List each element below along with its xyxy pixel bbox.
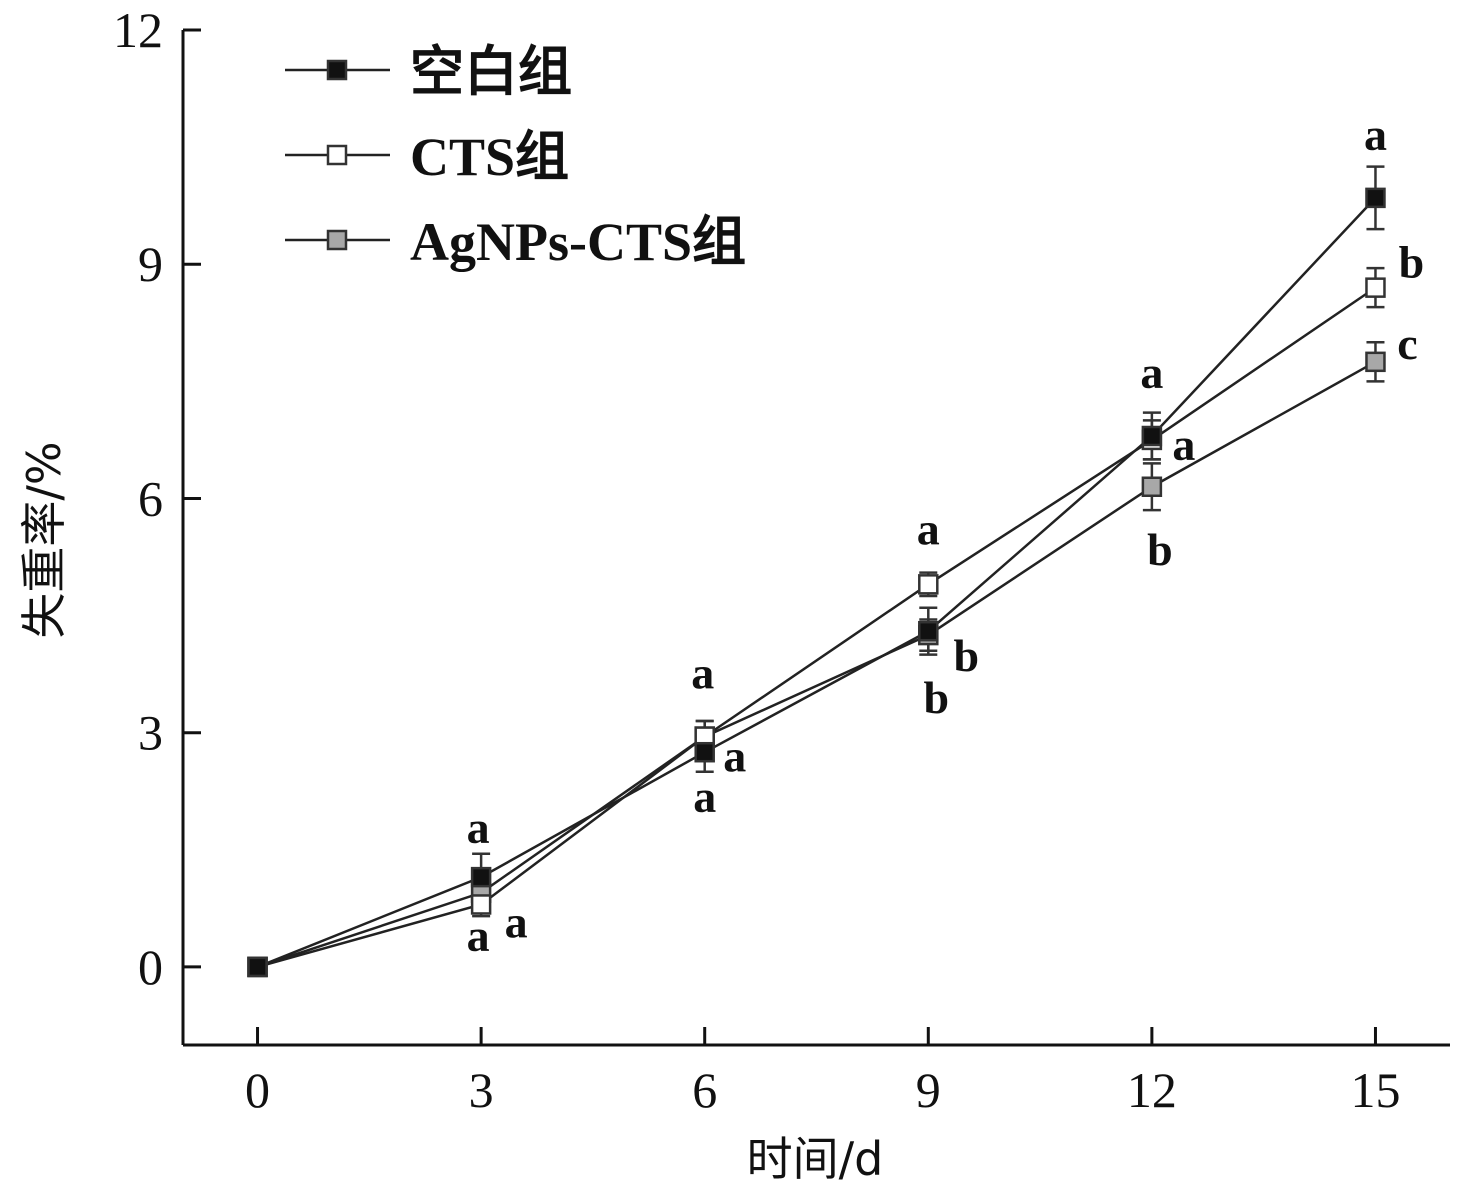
legend-marker — [326, 144, 348, 166]
x-tick-label: 3 — [469, 1062, 494, 1118]
data-point — [918, 620, 939, 642]
x-tick-label: 0 — [245, 1062, 270, 1118]
y-tick-label: 3 — [138, 705, 163, 761]
legend-label: 空白组 — [410, 42, 572, 102]
data-point — [1365, 351, 1386, 373]
data-point — [470, 894, 492, 915]
series-line-1 — [257, 286, 1377, 969]
significance-label: b — [1147, 524, 1173, 575]
significance-label: a — [467, 910, 490, 961]
series-line-0 — [257, 197, 1377, 969]
significance-label: b — [953, 630, 979, 681]
data-point — [1365, 187, 1386, 209]
data-point — [470, 866, 492, 888]
data-point — [247, 956, 268, 978]
significance-label: a — [1172, 419, 1195, 470]
significance-label: b — [923, 672, 949, 723]
significance-label: a — [917, 503, 940, 554]
series-line-2 — [257, 360, 1377, 969]
y-tick-label: 9 — [138, 236, 163, 292]
significance-label: c — [1397, 318, 1417, 369]
data-point — [694, 741, 715, 763]
significance-label: b — [1399, 237, 1425, 288]
significance-label: a — [693, 771, 716, 822]
y-axis-title: 失重率/% — [17, 441, 71, 638]
significance-label: a — [1364, 109, 1387, 160]
significance-label: a — [691, 648, 714, 699]
y-tick-label: 0 — [138, 939, 163, 995]
legend-marker — [326, 229, 348, 251]
legend-label: CTS组 — [410, 127, 569, 187]
significance-label: a — [723, 731, 746, 782]
legend: 空白组 CTS组 AgNPs-CTS组 — [285, 42, 746, 272]
legend-label: AgNPs-CTS组 — [410, 212, 746, 272]
significance-label: a — [505, 896, 528, 947]
legend-marker — [326, 59, 348, 81]
x-tick-label: 6 — [692, 1062, 717, 1118]
data-point — [1141, 425, 1163, 447]
x-tick-label: 15 — [1350, 1062, 1400, 1118]
y-tick-label: 12 — [113, 2, 163, 58]
data-point — [1141, 476, 1163, 497]
significance-label: a — [1140, 347, 1163, 398]
data-point — [918, 574, 939, 595]
y-tick-label: 6 — [138, 470, 163, 526]
x-tick-label: 9 — [916, 1062, 941, 1118]
axes: 0 3 6 9 12 15 0 3 6 9 12 — [113, 2, 1450, 1118]
significance-label: a — [467, 802, 490, 853]
x-tick-label: 12 — [1127, 1062, 1177, 1118]
x-axis-title: 时间/d — [747, 1132, 884, 1186]
data-point — [1365, 277, 1386, 298]
